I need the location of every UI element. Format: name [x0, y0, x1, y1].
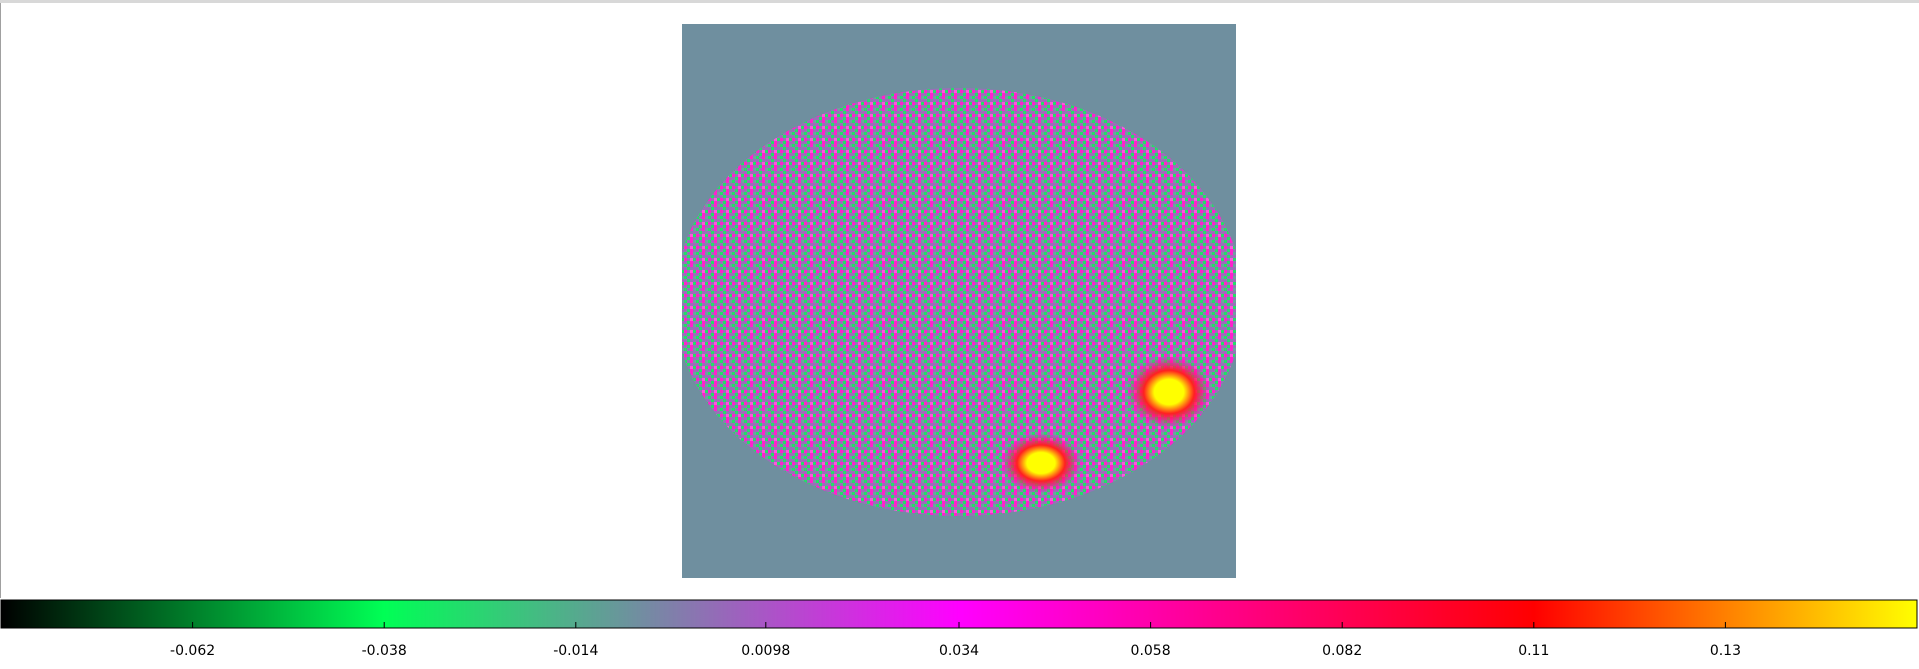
- tick-label: -0.038: [362, 643, 407, 659]
- tick-label: 0.034: [939, 643, 979, 659]
- tick-label: 0.082: [1322, 643, 1362, 659]
- tick-label: -0.014: [553, 643, 598, 659]
- tick-label: -0.062: [170, 643, 215, 659]
- toolbar: [0, 0, 1919, 598]
- tick-label: 0.058: [1131, 643, 1171, 659]
- image-frame: [682, 24, 1236, 578]
- tick-label: 0.0098: [741, 643, 790, 659]
- tick-label: 0.13: [1710, 643, 1741, 659]
- tick-label: 0.11: [1518, 643, 1549, 659]
